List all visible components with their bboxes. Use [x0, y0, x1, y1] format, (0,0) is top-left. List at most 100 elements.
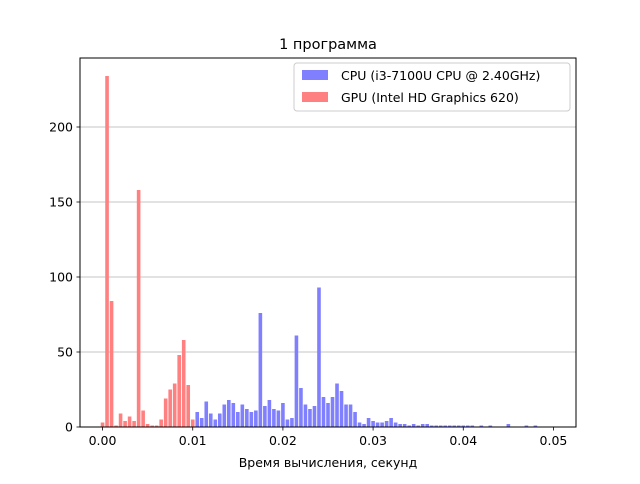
gpu-bar	[123, 421, 127, 427]
cpu-bar	[308, 409, 312, 427]
cpu-bar	[321, 397, 326, 427]
gpu-bar	[154, 425, 159, 427]
gpu-bar	[127, 416, 132, 427]
y-axis: 0 50 100 150 200	[49, 120, 80, 435]
cpu-bar	[380, 422, 384, 427]
cpu-bar	[330, 397, 335, 427]
gpu-bar	[150, 425, 154, 427]
cpu-bar	[384, 421, 389, 427]
x-tick-label: 0.02	[269, 433, 297, 448]
x-tick-label: 0.05	[540, 433, 568, 448]
cpu-bar	[357, 422, 362, 427]
cpu-bar	[335, 383, 339, 427]
gpu-bar	[118, 413, 123, 427]
legend: CPU (i3-7100U CPU @ 2.40GHz) GPU (Intel …	[293, 62, 571, 112]
cpu-bar	[312, 406, 317, 427]
x-tick-label: 0.00	[89, 433, 117, 448]
cpu-bar	[465, 425, 470, 427]
cpu-bar	[272, 409, 276, 427]
x-axis: 0.00 0.01 0.02 0.03 0.04 0.05	[89, 427, 568, 448]
cpu-bar	[434, 425, 439, 427]
cpu-bar	[258, 313, 263, 427]
cpu-bar	[371, 421, 375, 427]
legend-swatch-gpu	[302, 92, 328, 102]
cpu-bar	[344, 404, 348, 427]
cpu-bar	[429, 425, 434, 427]
gpu-bar	[132, 421, 136, 427]
cpu-bar	[456, 425, 461, 427]
cpu-bar	[290, 418, 294, 427]
gpu-bar	[168, 389, 172, 427]
cpu-bar	[204, 401, 209, 427]
cpu-bar	[506, 424, 511, 427]
cpu-bar	[281, 403, 285, 427]
y-tick-label: 150	[49, 195, 73, 210]
cpu-bar	[317, 287, 321, 427]
cpu-bar	[533, 425, 538, 427]
cpu-bar	[479, 425, 484, 427]
cpu-bar	[524, 425, 529, 427]
chart-title: 1 программа	[279, 37, 377, 53]
gpu-bar	[141, 410, 145, 427]
gpu-bar	[177, 355, 182, 427]
cpu-bar	[393, 422, 398, 427]
grid-lines	[80, 126, 576, 353]
gpu-bar	[114, 425, 118, 427]
cpu-bar	[339, 391, 344, 427]
legend-label-cpu: CPU (i3-7100U CPU @ 2.40GHz)	[341, 68, 540, 83]
cpu-bar	[249, 412, 254, 427]
x-axis-label: Время вычисления, секунд	[239, 455, 418, 470]
cpu-bar	[411, 424, 416, 427]
y-tick-label: 200	[49, 120, 73, 135]
cpu-bar	[366, 418, 371, 427]
cpu-bar	[231, 403, 236, 427]
cpu-bar	[447, 425, 452, 427]
x-tick-label: 0.03	[359, 433, 387, 448]
cpu-bar	[236, 412, 240, 427]
cpu-bar	[213, 419, 218, 427]
cpu-bar	[348, 404, 353, 427]
cpu-bar	[416, 425, 420, 427]
x-tick-label: 0.04	[449, 433, 477, 448]
cpu-bar	[267, 400, 272, 427]
cpu-bar	[254, 410, 258, 427]
gpu-bar	[186, 385, 191, 427]
plot-frame	[79, 57, 577, 428]
cpu-bar	[461, 425, 466, 427]
cpu-bar	[226, 400, 231, 427]
cpu-bar	[240, 404, 245, 427]
cpu-bar	[263, 406, 267, 427]
gpu-bar	[136, 190, 141, 427]
cpu-bar	[407, 425, 411, 427]
legend-swatch-cpu	[302, 70, 328, 80]
cpu-bar	[245, 409, 249, 427]
gpu-bar	[159, 419, 163, 427]
y-tick-label: 100	[49, 270, 73, 285]
cpu-bar	[402, 424, 407, 427]
cpu-bar	[398, 424, 402, 427]
gpu-bar	[145, 424, 150, 427]
gpu-bar	[181, 340, 186, 427]
cpu-bar	[199, 418, 204, 427]
cpu-bar	[438, 425, 443, 427]
gpu-bar	[105, 76, 109, 427]
cpu-bar	[195, 412, 200, 427]
gpu-bar	[100, 422, 105, 427]
cpu-bar	[470, 425, 475, 427]
gpu-bar	[163, 398, 168, 427]
cpu-bar	[389, 418, 393, 427]
cpu-bar	[452, 425, 457, 427]
cpu-bar	[208, 413, 213, 427]
cpu-bar	[488, 425, 493, 427]
legend-label-gpu: GPU (Intel HD Graphics 620)	[341, 90, 519, 105]
bars	[100, 76, 538, 427]
cpu-bar	[294, 335, 299, 427]
cpu-bar	[222, 404, 227, 427]
cpu-bar	[326, 403, 330, 427]
gpu-bar	[172, 383, 177, 427]
cpu-bar	[362, 424, 366, 427]
cpu-bar	[303, 404, 308, 427]
cpu-bar	[353, 412, 357, 427]
x-tick-label: 0.01	[179, 433, 207, 448]
